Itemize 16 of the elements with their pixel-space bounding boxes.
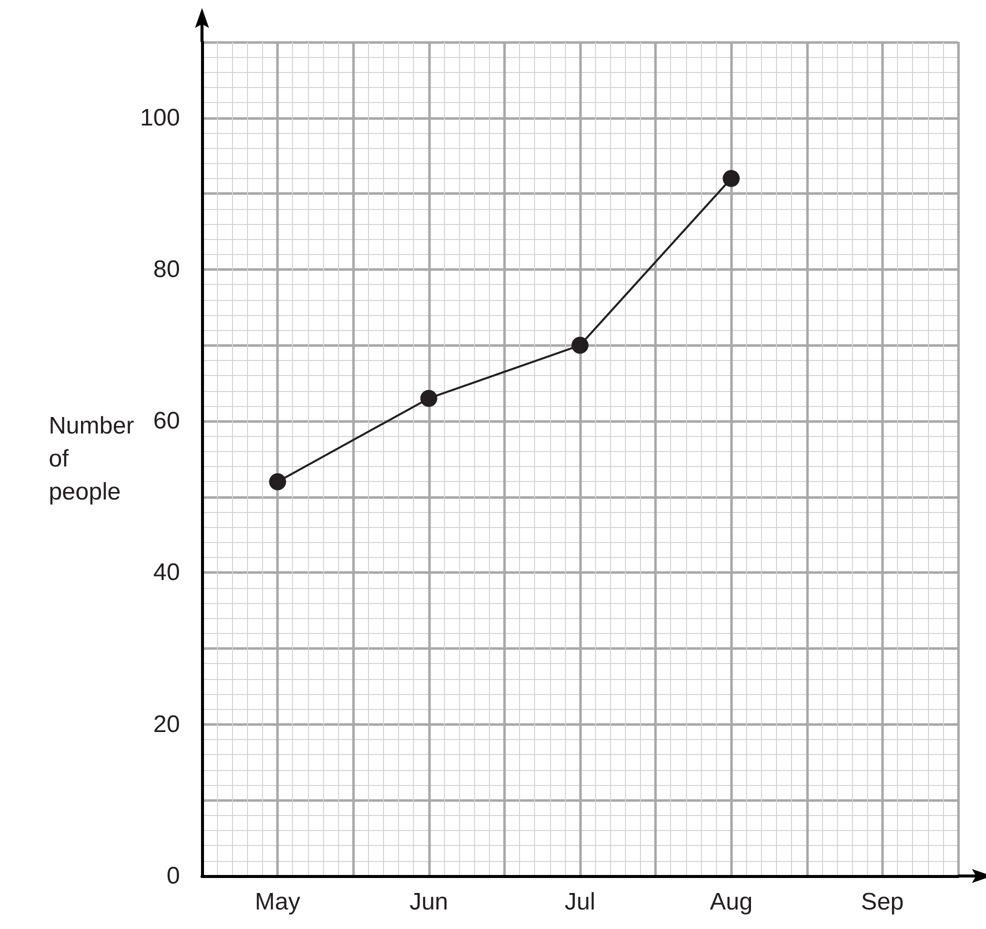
x-tick-label: May: [254, 888, 300, 916]
y-tick-label: 100: [140, 104, 180, 132]
x-tick-label: Aug: [710, 888, 753, 916]
point: [420, 390, 438, 407]
y-axis-title: Number of people: [48, 412, 134, 506]
y-tick-label: 0: [166, 862, 180, 890]
point: [269, 473, 286, 490]
y-tick-label: 40: [153, 559, 180, 586]
y-tick-label: 20: [153, 710, 180, 738]
point: [572, 336, 588, 354]
y-tick-label: 80: [153, 256, 180, 283]
point: [722, 170, 740, 187]
x-tick-label: Jun: [409, 888, 448, 916]
y-tick-label: 60: [153, 408, 180, 435]
x-tick-label: Jul: [564, 888, 596, 916]
x-tick-label: Sep: [861, 888, 904, 916]
